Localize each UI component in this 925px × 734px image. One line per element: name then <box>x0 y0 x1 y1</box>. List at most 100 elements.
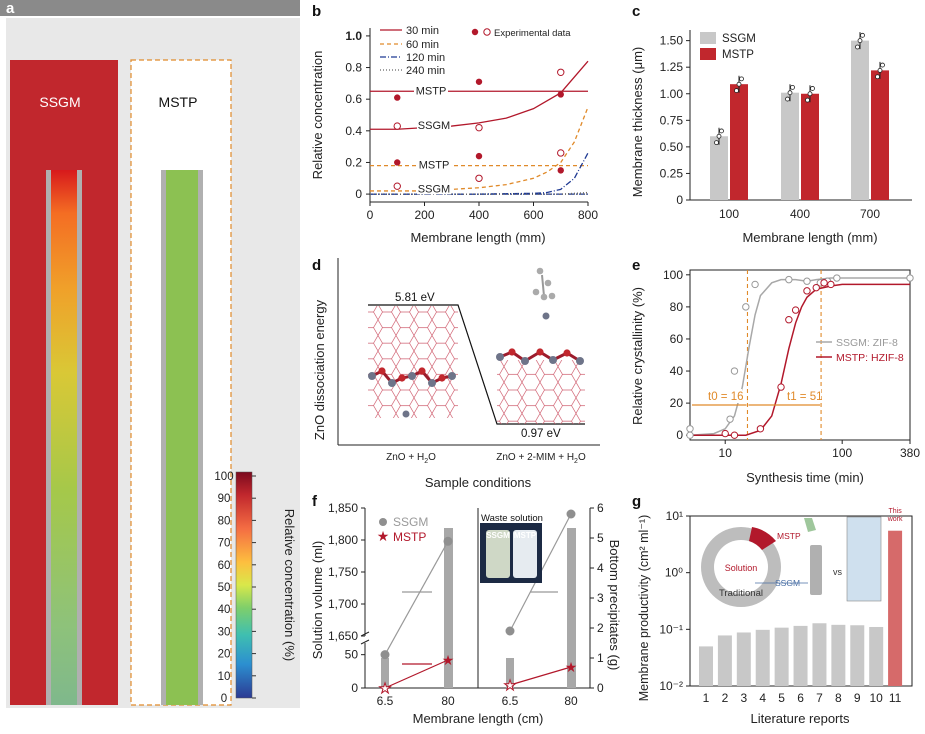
c-replicate-point <box>805 97 810 103</box>
ssgm-wall-right <box>77 170 82 705</box>
panel-e: e Relative crystallinity (%) Synthesis t… <box>630 257 920 485</box>
d-mim-atom <box>548 292 556 300</box>
g-annotation-2: work <box>887 516 903 523</box>
colorbar-tick-label: 70 <box>218 538 231 550</box>
e-marker-ssgm <box>730 367 739 375</box>
b-legend-label: 60 min <box>406 39 439 51</box>
c-ytick-label: 1.25 <box>660 60 684 74</box>
g-ytick-label: 10⁻² <box>659 679 683 693</box>
g-inset-small-crystal <box>804 518 816 532</box>
c-replicate-point <box>734 88 739 93</box>
b-line-label: SSGM <box>418 183 450 195</box>
c-replicate-point <box>719 128 724 134</box>
c-replicate-point <box>739 76 744 82</box>
colorbar-tick-label: 0 <box>221 693 227 705</box>
g-inset-mstp-label: MSTP <box>777 531 801 541</box>
b-ytick-label: 0.2 <box>345 155 362 169</box>
c-bar-mstp <box>871 70 889 200</box>
g-inset-tube <box>810 545 822 595</box>
d-o-atom <box>536 348 544 356</box>
f-ytick-label: 1,750 <box>328 565 358 579</box>
c-replicate-point <box>736 81 742 87</box>
panel-f-label: f <box>312 493 318 510</box>
mstp-wall-right <box>198 170 203 705</box>
c-ytick-label: 1.00 <box>660 87 684 101</box>
e-marker-mstp <box>730 431 739 439</box>
g-xtick-label: 7 <box>816 691 823 705</box>
b-ytick-label: 0.6 <box>345 92 362 106</box>
f-ytick-label: 1,700 <box>328 597 358 611</box>
e-series-line <box>690 283 910 436</box>
e-t0-bg <box>706 389 742 403</box>
g-inset-vs: vs <box>833 567 843 577</box>
f-ytick-label: 0 <box>351 681 358 695</box>
e-legend-ssgm-label: SSGM: ZIF-8 <box>836 337 898 349</box>
e-ytick-label: 80 <box>670 300 684 314</box>
f-inset-title: Waste solution <box>481 513 543 524</box>
c-replicate-point <box>855 44 860 50</box>
panel-a-label: a <box>6 0 15 17</box>
panel-e-label: e <box>632 257 640 274</box>
e-marker-ssgm <box>906 274 914 282</box>
e-ylabel: Relative crystallinity (%) <box>630 287 645 425</box>
g-bar <box>774 627 789 686</box>
c-legend-ssgm-label: SSGM <box>722 33 756 45</box>
g-xtick-label: 2 <box>722 691 729 705</box>
c-bar-mstp <box>801 93 819 200</box>
b-xtick-label: 400 <box>469 208 489 222</box>
d-xlabel: Sample conditions <box>425 475 532 490</box>
d-o-atom <box>438 374 446 382</box>
e-marker-ssgm <box>742 303 750 311</box>
f-pre-mstp-point: ★ <box>565 659 578 675</box>
b-xtick-label: 600 <box>523 208 543 222</box>
f-inset-label-ssgm: SSGM <box>486 531 510 540</box>
g-bar <box>869 626 884 686</box>
c-bar-ssgm <box>781 92 799 200</box>
b-ytick-label: 0.4 <box>345 124 362 138</box>
colorbar-tick-label: 40 <box>218 604 231 616</box>
d-zn-atom <box>448 372 456 380</box>
d-o-atom <box>398 374 406 382</box>
g-annotation: This <box>888 508 902 515</box>
f-vol-ssgm-point <box>380 650 390 660</box>
c-legend-ssgm-swatch <box>700 32 716 44</box>
e-t0-label: t0 = 16 <box>708 391 744 403</box>
f-ytick-right-label: 1 <box>597 651 604 665</box>
g-inset-ring-inner <box>714 540 768 594</box>
f-vol-mstp-point: ★ <box>379 680 392 696</box>
b-series-ssgm-line <box>370 60 589 130</box>
e-ytick-label: 40 <box>670 364 684 378</box>
e-legend-mstp-label: MSTP: HZIF-8 <box>836 352 904 364</box>
d-zn-atom <box>576 357 584 365</box>
f-inset-vial-mstp <box>513 530 537 578</box>
e-ytick-label: 100 <box>663 268 683 282</box>
e-frame <box>689 269 911 441</box>
g-bar <box>755 629 770 686</box>
g-xtick-label: 10 <box>870 691 884 705</box>
b-point-open <box>393 122 401 130</box>
e-marker-ssgm <box>785 275 793 284</box>
d-lattice-right <box>497 360 585 424</box>
g-inset-mstp-sector <box>749 527 776 550</box>
d-zn-atom <box>549 356 557 364</box>
d-zn-atom <box>368 372 376 380</box>
panel-g-label: g <box>632 493 641 510</box>
g-inset-traditional-label: Traditional <box>719 588 763 599</box>
f-ytick-right-label: 5 <box>597 531 604 545</box>
e-marker-mstp <box>777 383 785 391</box>
ssgm-label: SSGM <box>39 94 80 110</box>
b-point-open <box>475 123 483 132</box>
d-mim-bond <box>541 274 545 297</box>
c-replicate-point <box>857 38 863 44</box>
d-zn-atom <box>521 357 529 365</box>
b-xtick-label: 200 <box>414 208 434 222</box>
b-line-label-bg <box>417 118 451 132</box>
e-marker-ssgm <box>686 425 694 433</box>
g-xlabel: Literature reports <box>751 711 850 726</box>
b-legend-label: 240 min <box>406 65 445 77</box>
f-ylabel-right: Bottom precipitates (g) <box>607 540 622 671</box>
g-inset-vessel <box>846 516 882 602</box>
d-atoms <box>368 267 584 418</box>
